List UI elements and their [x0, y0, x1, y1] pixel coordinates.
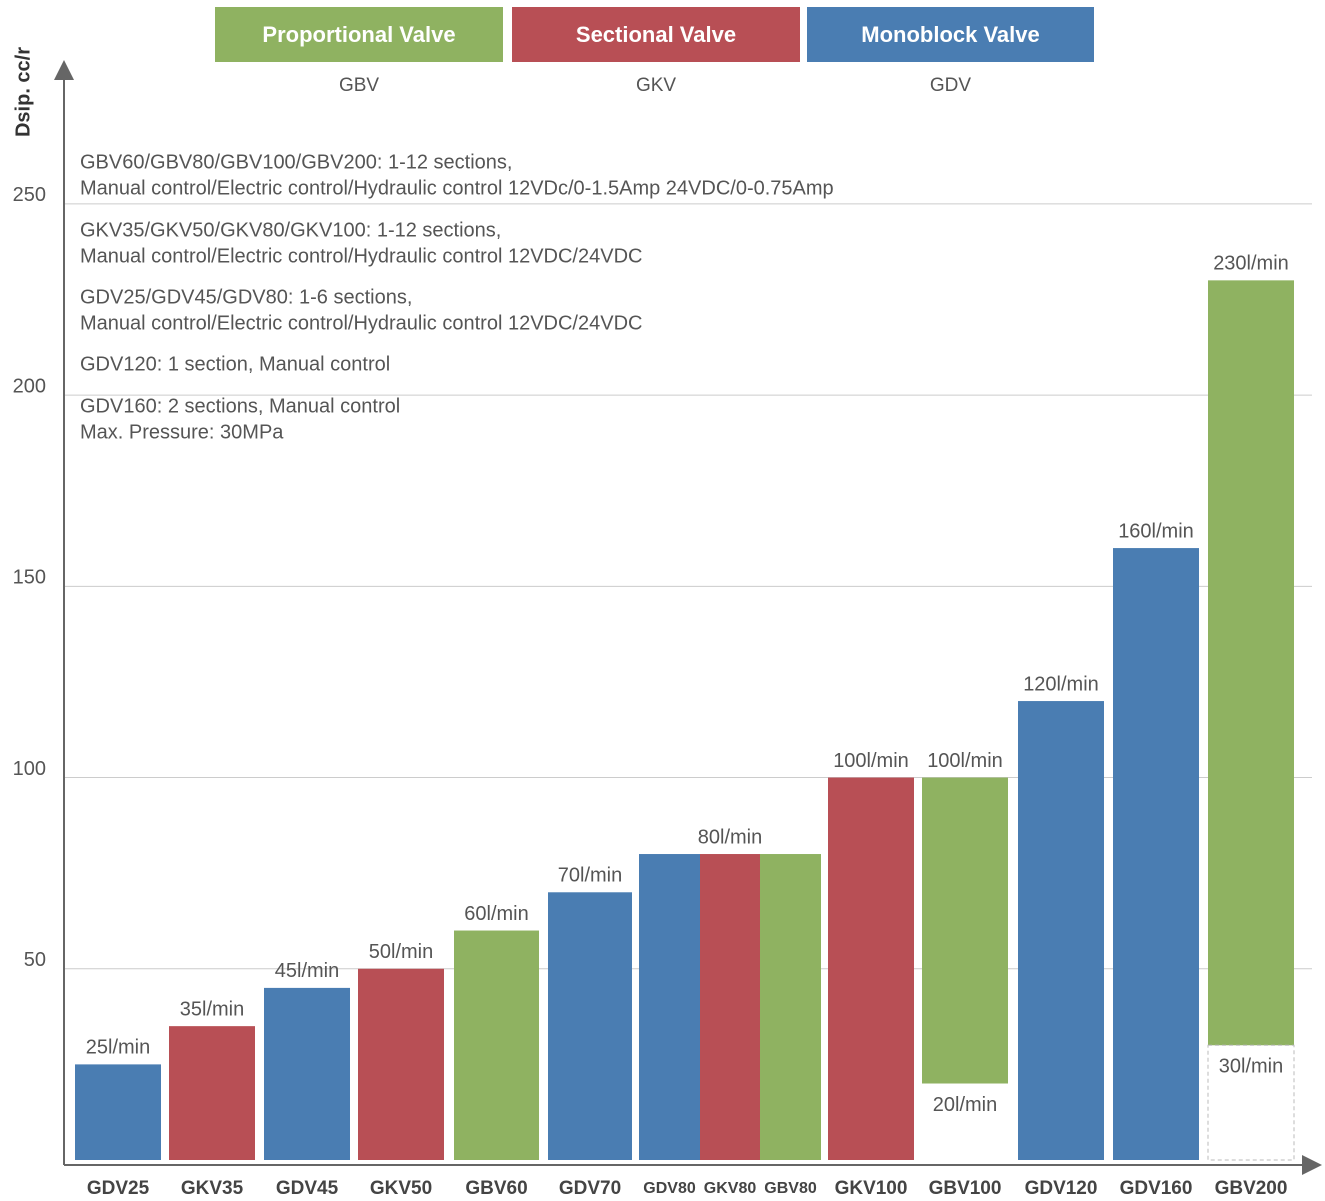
value-label: 60l/min	[464, 903, 528, 925]
x-tick-label: GKV35	[181, 1178, 244, 1199]
x-tick-label: GDV70	[559, 1178, 621, 1199]
value-label: 100l/min	[833, 750, 909, 772]
value-label: 35l/min	[180, 998, 244, 1020]
y-tick-label: 250	[13, 184, 46, 206]
legend-label: Sectional Valve	[576, 22, 736, 47]
note: GDV160: 2 sections, Manual control	[80, 395, 400, 417]
x-tick-label: GDV80	[643, 1180, 696, 1197]
bar	[1018, 701, 1104, 1160]
bar	[75, 1064, 161, 1160]
x-tick-label: GBV200	[1215, 1178, 1288, 1199]
y-tick-label: 100	[13, 758, 46, 780]
legend-box	[215, 7, 503, 62]
low-value-label: 30l/min	[1219, 1056, 1283, 1078]
x-tick-label: GBV100	[929, 1178, 1002, 1199]
x-tick-label: GDV45	[276, 1178, 339, 1199]
bar	[922, 777, 1008, 1084]
x-tick-label: GBV60	[465, 1178, 527, 1199]
bar-gap	[1207, 1044, 1295, 1161]
value-label: 230l/min	[1213, 253, 1289, 275]
bar	[454, 930, 539, 1160]
y-tick-label: 200	[13, 375, 46, 397]
legend-code: GKV	[636, 75, 676, 96]
value-label: 100l/min	[927, 750, 1003, 772]
bar	[169, 1026, 255, 1160]
x-tick-label: GBV80	[764, 1180, 817, 1197]
x-tick-label: GKV80	[704, 1180, 757, 1197]
x-tick-label: GDV120	[1025, 1178, 1098, 1199]
bar	[548, 892, 632, 1160]
value-label: 160l/min	[1118, 520, 1194, 542]
x-tick-label: GDV160	[1120, 1178, 1193, 1199]
x-tick-label: GKV100	[835, 1178, 908, 1199]
note: GDV25/GDV45/GDV80: 1-6 sections,	[80, 286, 412, 308]
value-label: 80l/min	[698, 826, 762, 848]
legend-box	[512, 7, 800, 62]
bar	[264, 987, 350, 1160]
note: GDV120: 1 section, Manual control	[80, 353, 390, 375]
bar	[639, 854, 700, 1160]
note: GKV35/GKV50/GKV80/GKV100: 1-12 sections,	[80, 219, 501, 241]
legend-label: Proportional Valve	[262, 22, 455, 47]
x-tick-label: GDV25	[87, 1178, 150, 1199]
value-label: 50l/min	[369, 941, 433, 963]
bar	[358, 968, 444, 1160]
y-tick-label: 150	[13, 567, 46, 589]
bar	[828, 777, 914, 1160]
note: Manual control/Electric control/Hydrauli…	[80, 245, 642, 267]
legend-box	[807, 7, 1094, 62]
bar	[1113, 548, 1199, 1160]
legend-code: GDV	[930, 75, 972, 96]
bar	[1208, 280, 1294, 1046]
note: GBV60/GBV80/GBV100/GBV200: 1-12 sections…	[80, 151, 512, 173]
value-label: 120l/min	[1023, 673, 1099, 695]
low-value-label: 20l/min	[933, 1094, 997, 1116]
value-label: 25l/min	[86, 1037, 150, 1059]
note: Manual control/Electric control/Hydrauli…	[80, 177, 834, 199]
y-axis-label: Dsip. cc/r	[12, 47, 34, 137]
bar	[700, 854, 760, 1160]
x-tick-label: GKV50	[370, 1178, 432, 1199]
value-label: 45l/min	[275, 960, 339, 982]
legend-code: GBV	[339, 75, 379, 96]
y-tick-label: 50	[24, 949, 46, 971]
note: Manual control/Electric control/Hydrauli…	[80, 312, 642, 334]
note: Max. Pressure: 30MPa	[80, 421, 284, 443]
bar	[760, 854, 821, 1160]
legend-label: Monoblock Valve	[861, 22, 1040, 47]
value-label: 70l/min	[558, 865, 622, 887]
